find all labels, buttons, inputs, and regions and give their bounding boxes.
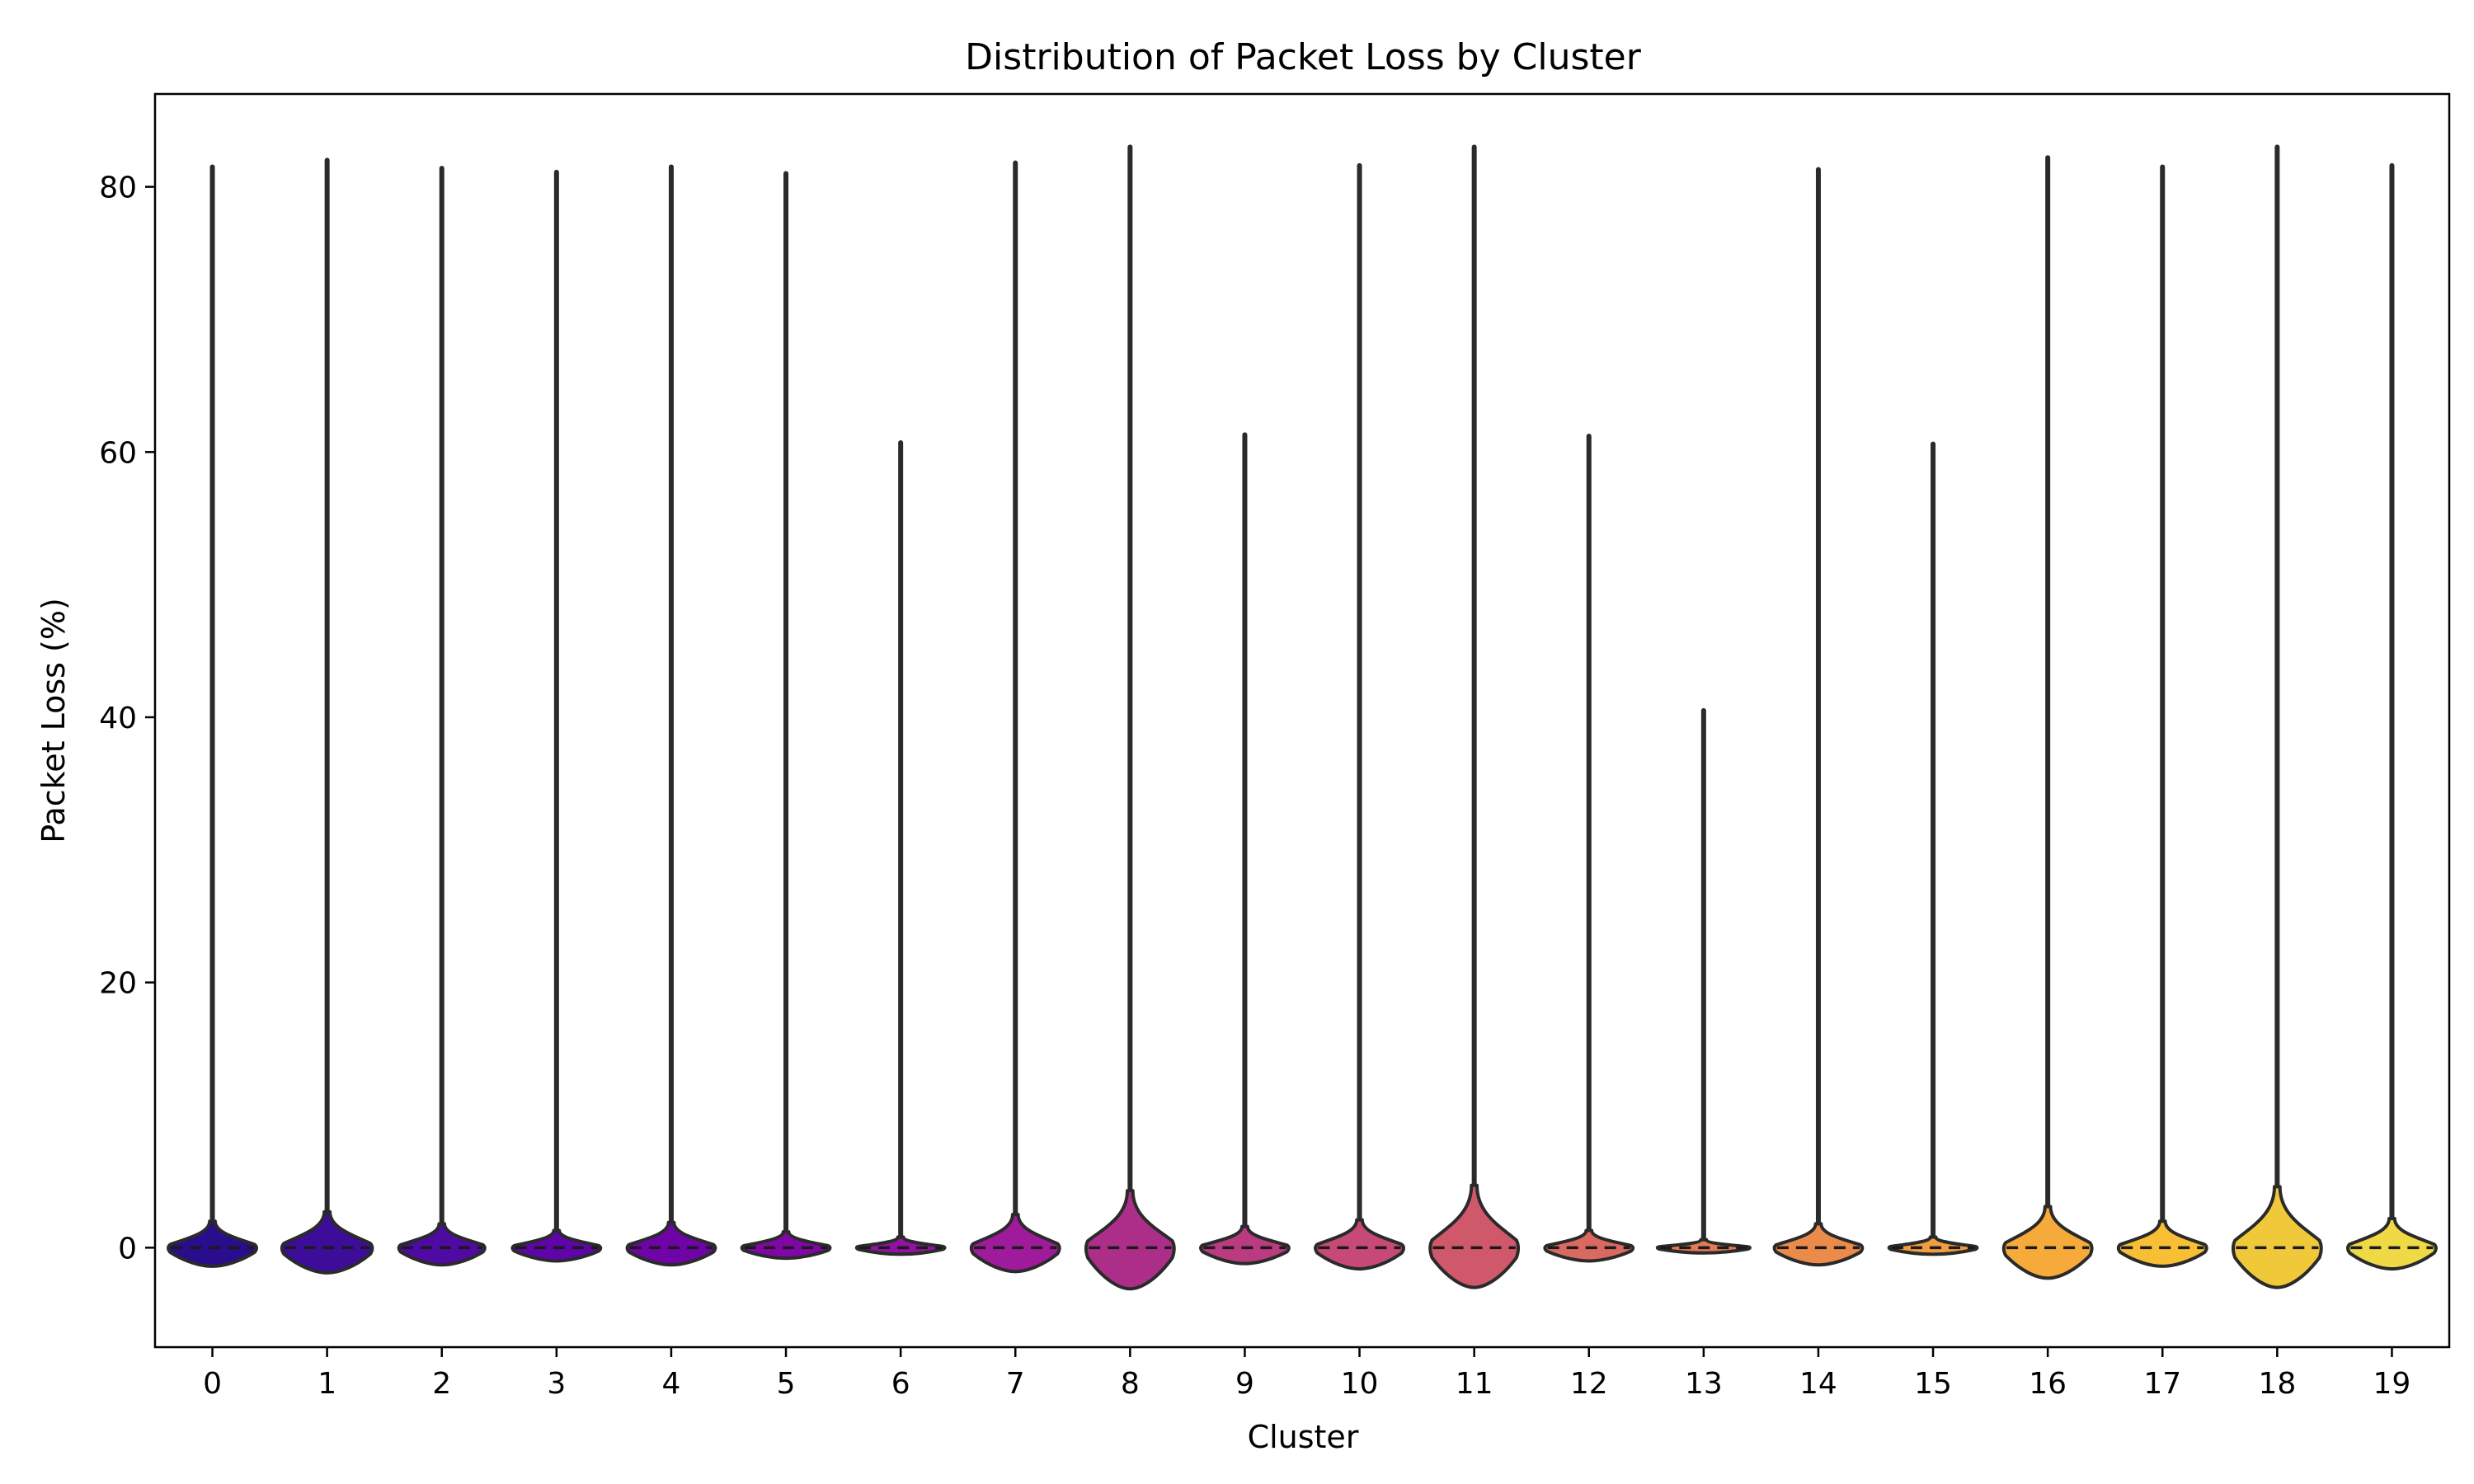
violin-body [854,1235,947,1256]
x-tick-label: 7 [1006,1367,1025,1401]
violin-cluster-15 [1887,441,1979,1256]
violin-body [1428,1183,1521,1289]
violin-cluster-8 [1084,144,1176,1291]
x-tick-label: 9 [1235,1367,1254,1401]
y-axis-label: Packet Loss (%) [35,598,72,843]
x-tick-label: 12 [1570,1367,1608,1401]
violin-cluster-5 [740,171,832,1261]
x-tick-label: 17 [2143,1367,2181,1401]
x-tick-label: 11 [1456,1367,1493,1401]
x-tick-label: 2 [432,1367,451,1401]
violin-body [280,1209,374,1275]
violin-body [740,1230,832,1261]
violin-cluster-9 [1199,432,1291,1266]
violin-cluster-14 [1772,167,1865,1267]
y-tick-label: 60 [99,436,137,470]
x-axis-label: Cluster [1248,1419,1359,1455]
plot-area [167,144,2438,1291]
violin-body [1772,1222,1865,1267]
x-tick-label: 5 [777,1367,796,1401]
violin-body [167,1219,258,1268]
x-tick-label: 15 [1914,1367,1952,1401]
x-tick-label: 0 [203,1367,222,1401]
violin-cluster-3 [510,169,603,1263]
violin-body [510,1228,603,1263]
x-tick-label: 13 [1685,1367,1723,1401]
y-tick-label: 80 [99,171,137,205]
x-tick-label: 14 [1799,1367,1837,1401]
x-tick-label: 10 [1341,1367,1379,1401]
chart-title: Distribution of Packet Loss by Cluster [965,36,1642,78]
y-axis: 0 20 40 60 80 [99,171,155,1266]
violin-body [2346,1216,2438,1271]
violin-body [625,1220,717,1267]
x-tick-label: 19 [2373,1367,2411,1401]
x-tick-label: 18 [2258,1367,2296,1401]
violin-body [2001,1205,2094,1280]
violin-body [1543,1228,1635,1263]
violin-cluster-11 [1428,144,1521,1289]
violin-cluster-1 [280,157,374,1275]
y-tick-label: 40 [99,702,137,735]
violin-cluster-13 [1655,707,1752,1255]
violin-cluster-19 [2346,162,2438,1271]
violin-cluster-6 [854,440,947,1256]
violin-cluster-16 [2001,155,2094,1280]
violin-body [969,1213,1061,1274]
x-tick-label: 4 [661,1367,680,1401]
x-tick-label: 1 [317,1367,336,1401]
violin-cluster-7 [969,160,1061,1274]
x-tick-label: 3 [547,1367,566,1401]
x-axis: 0 1 2 3 4 5 6 7 8 9 10 11 12 13 14 15 16 17 18 19 [203,1347,2411,1401]
y-tick-label: 20 [99,967,137,1001]
violin-cluster-17 [2116,164,2208,1268]
violin-body [1887,1235,1979,1256]
x-tick-label: 6 [891,1367,910,1401]
violin-cluster-2 [397,166,487,1267]
plot-frame [153,92,2451,1349]
x-tick-label: 8 [1121,1367,1140,1401]
violin-cluster-4 [625,164,717,1267]
violin-cluster-0 [167,164,258,1268]
violin-body [397,1222,487,1267]
violin-body [2116,1219,2208,1268]
violin-body [2231,1185,2323,1289]
x-tick-label: 16 [2029,1367,2067,1401]
violin-body [1199,1224,1291,1266]
violin-cluster-18 [2231,144,2323,1289]
violin-cluster-12 [1543,433,1635,1263]
y-tick-label: 0 [118,1232,137,1266]
violin-body [1084,1189,1176,1291]
violin-body [1314,1218,1405,1271]
violin-cluster-10 [1314,162,1405,1271]
